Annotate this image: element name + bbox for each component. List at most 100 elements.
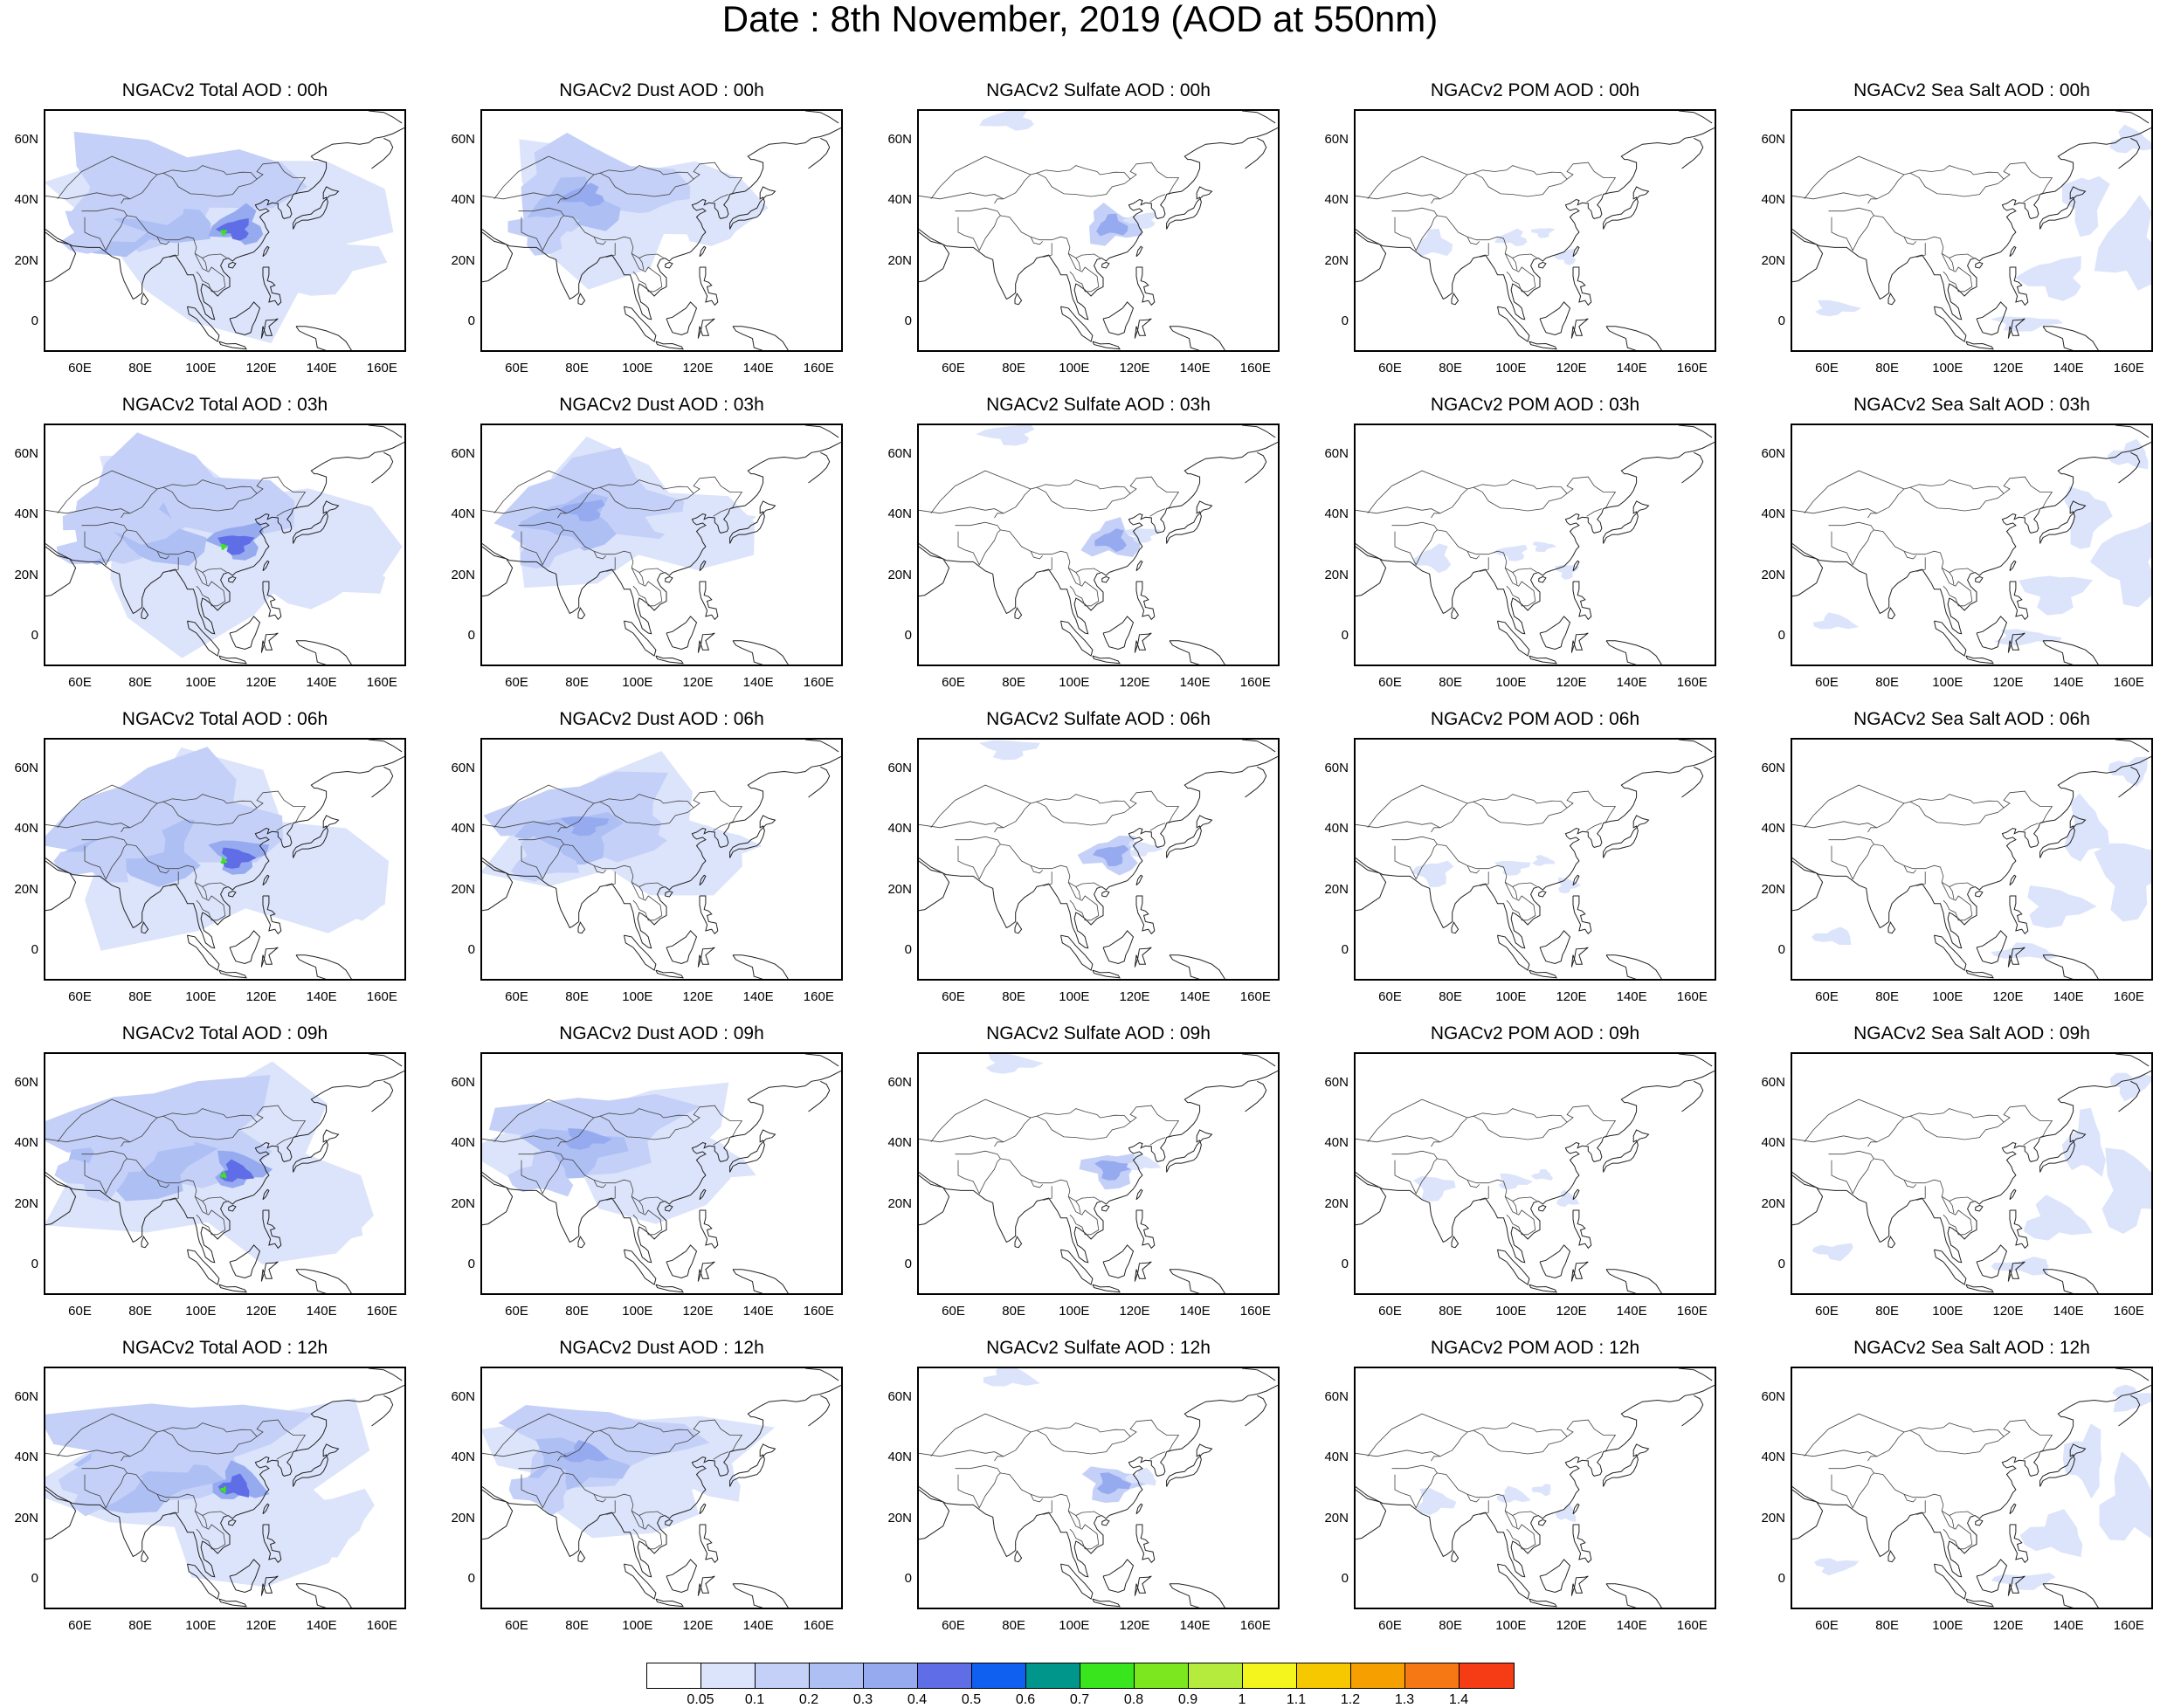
lat-tick-label: 20N <box>14 252 38 268</box>
lat-tick-label: 40N <box>14 1450 38 1465</box>
lat-tick-label: 40N <box>14 192 38 208</box>
coastline <box>218 341 247 350</box>
coastline <box>808 1080 831 1112</box>
coastline <box>732 1269 789 1293</box>
coastline <box>45 127 404 320</box>
coastline <box>228 575 237 583</box>
lon-tick-label: 60E <box>1378 1618 1402 1633</box>
coastline <box>228 261 237 269</box>
coastline <box>2039 186 2087 230</box>
border-line <box>713 823 729 831</box>
coastline <box>804 1054 839 1067</box>
lat-tick-label: 20N <box>1761 252 1785 268</box>
lon-tick-label: 140E <box>306 675 337 690</box>
coastline <box>482 755 841 949</box>
lon-tick-label: 140E <box>1616 361 1647 375</box>
border-line <box>593 865 607 874</box>
lon-tick-label: 120E <box>1556 361 1587 375</box>
aod-region <box>1993 629 2062 646</box>
coastline <box>1166 500 1213 544</box>
aod-region <box>1532 854 1556 866</box>
coastline <box>482 546 514 597</box>
lon-tick-label: 80E <box>128 675 152 690</box>
coastline <box>729 1129 776 1173</box>
lon-tick-label: 100E <box>1059 675 1090 690</box>
lon-tick-label: 80E <box>1439 675 1462 690</box>
map-panel <box>917 1367 1280 1609</box>
coastline <box>2009 1209 2029 1250</box>
coastline <box>1060 620 1094 657</box>
coastline <box>1605 640 1662 665</box>
lat-tick-label: 40N <box>1761 821 1785 837</box>
aod-region <box>1492 544 1528 561</box>
lat-tick-label: 40N <box>1761 1450 1785 1465</box>
aod-region <box>1121 211 1156 230</box>
border-line <box>593 1494 607 1503</box>
lon-tick-label: 160E <box>2113 1304 2144 1319</box>
lon-tick-label: 140E <box>2053 361 2084 375</box>
coastline <box>699 874 707 886</box>
map-svg <box>482 111 841 350</box>
coastline <box>45 860 77 912</box>
coastline <box>371 451 394 484</box>
lat-tick-label: 0 <box>467 313 475 329</box>
coastline <box>1245 137 1267 169</box>
lon-tick-label: 100E <box>185 361 217 375</box>
coastline <box>229 1244 261 1279</box>
coastline <box>260 1261 279 1282</box>
lon-tick-label: 120E <box>1556 1304 1587 1319</box>
border-line <box>593 551 607 560</box>
lat-tick-label: 0 <box>467 1571 475 1587</box>
border-line <box>1036 165 1131 180</box>
lon-tick-label: 160E <box>803 989 834 1004</box>
aod-region <box>2027 885 2097 928</box>
lat-tick-label: 60N <box>451 131 475 147</box>
coastline <box>2007 1261 2025 1282</box>
lon-tick-label: 120E <box>245 989 277 1004</box>
panel-title: NGACv2 Sea Salt AOD : 00h <box>1853 80 2090 100</box>
map-svg <box>919 425 1278 665</box>
coastline <box>1965 1598 1994 1608</box>
coastline <box>2009 895 2029 935</box>
coastline <box>1529 969 1557 979</box>
aod-region <box>2064 486 2113 549</box>
coastline <box>1529 1598 1557 1608</box>
lon-tick-label: 160E <box>1239 1618 1271 1633</box>
lon-tick-label: 60E <box>942 361 965 375</box>
coastline <box>1975 890 1984 898</box>
aod-region <box>508 1465 568 1516</box>
aod-region <box>2112 1384 2151 1413</box>
coastline <box>482 1489 514 1540</box>
colorbar-label: 1.2 <box>1340 1692 1361 1707</box>
border-line <box>169 243 179 258</box>
coastline <box>1245 1080 1267 1112</box>
border-line <box>121 1105 307 1147</box>
lon-tick-label: 140E <box>742 675 774 690</box>
coastline <box>1792 546 1824 597</box>
lon-tick-label: 100E <box>1495 1304 1527 1319</box>
lat-tick-label: 20N <box>451 1510 475 1525</box>
border-line <box>631 1196 663 1236</box>
aod-region <box>61 1122 196 1173</box>
border-line <box>169 871 179 886</box>
lat-tick-label: 0 <box>1341 1257 1349 1272</box>
border-line <box>57 1098 158 1143</box>
coastline <box>697 1575 715 1596</box>
map-svg <box>1792 1054 2151 1293</box>
lat-tick-label: 60N <box>887 760 912 775</box>
border-line <box>638 1515 645 1528</box>
coastline <box>482 1384 841 1578</box>
colorbar-swatch <box>1189 1663 1243 1688</box>
lon-tick-label: 140E <box>742 1304 774 1319</box>
lon-tick-label: 160E <box>1676 361 1708 375</box>
coastline <box>732 954 789 979</box>
lon-tick-label: 80E <box>565 675 589 690</box>
aod-region <box>1094 528 1127 553</box>
aod-region <box>1494 228 1528 247</box>
colorbar <box>646 1663 1515 1689</box>
lon-tick-label: 60E <box>942 1618 965 1633</box>
border-line <box>1075 1515 1081 1528</box>
colorbar-label: 0.5 <box>961 1692 982 1707</box>
lon-tick-label: 120E <box>1119 1304 1150 1319</box>
lon-tick-label: 120E <box>682 989 714 1004</box>
